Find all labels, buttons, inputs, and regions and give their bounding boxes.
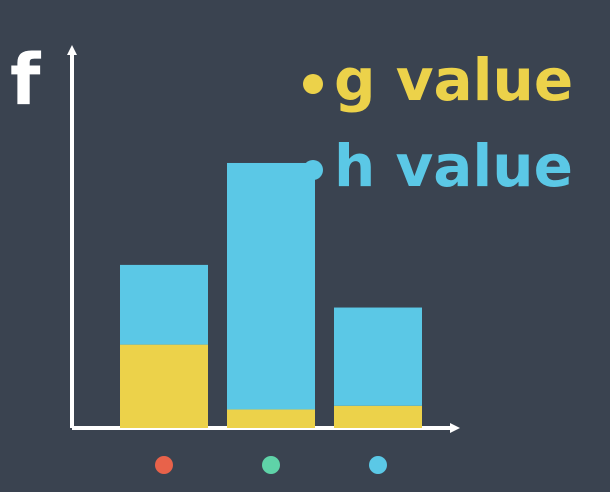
- category-dot-3: [369, 456, 387, 474]
- legend-label-h-value: h value: [334, 132, 573, 200]
- legend-dot-g-value: [303, 74, 323, 94]
- bar-h-value-2: [227, 162, 315, 410]
- category-markers: [155, 456, 387, 474]
- category-dot-2: [262, 456, 280, 474]
- bar-g-value-1: [120, 344, 208, 428]
- bar-h-value-1: [120, 264, 208, 345]
- bar-g-value-3: [334, 405, 422, 428]
- legend-dot-h-value: [303, 160, 323, 180]
- bars: [120, 162, 422, 428]
- category-dot-1: [155, 456, 173, 474]
- bar-g-value-2: [227, 409, 315, 428]
- legend: g value h value: [303, 46, 573, 200]
- bar-h-value-3: [334, 307, 422, 406]
- legend-label-g-value: g value: [334, 46, 573, 114]
- y-axis-label: f: [10, 39, 42, 121]
